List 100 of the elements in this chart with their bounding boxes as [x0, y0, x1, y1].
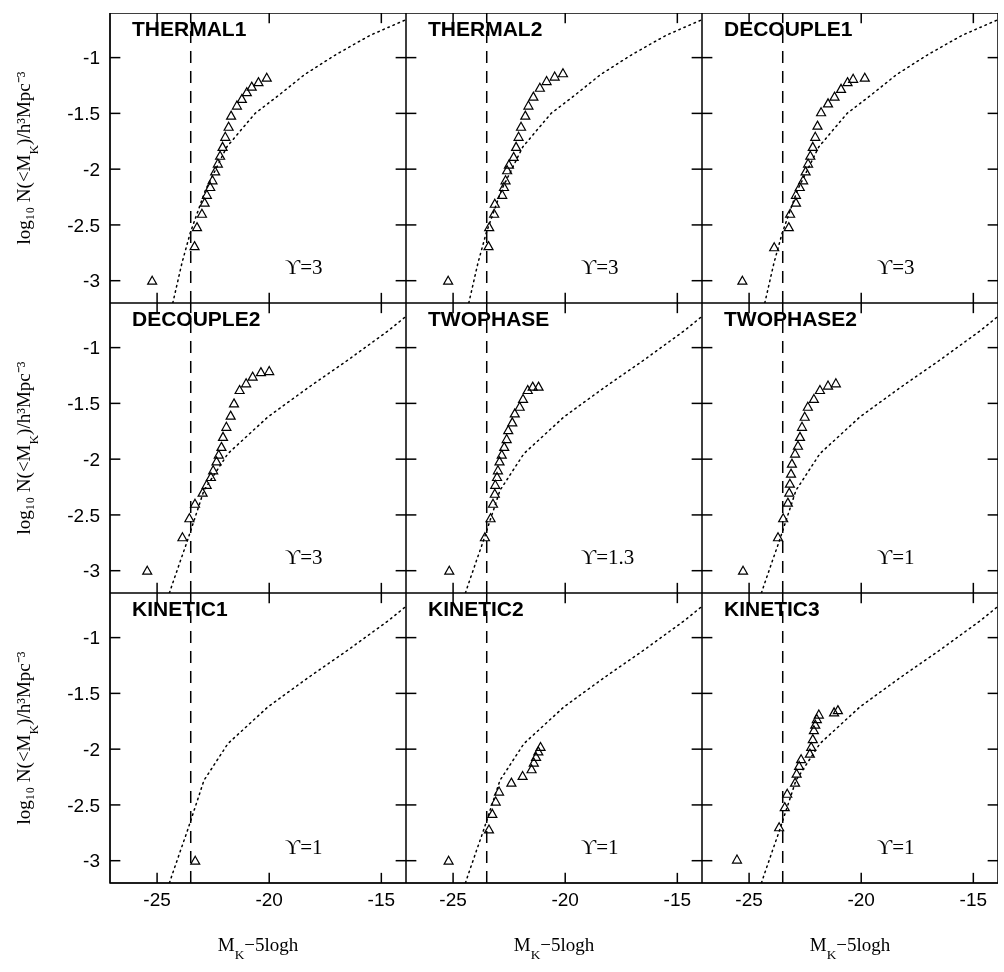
point [526, 764, 537, 774]
point [496, 449, 507, 459]
point [487, 808, 498, 818]
point [220, 131, 231, 141]
point [490, 796, 501, 806]
point [205, 471, 217, 482]
annotation: ϒ=3 [877, 255, 915, 280]
point [830, 378, 841, 388]
y-tick-label: -1.5 [67, 103, 100, 125]
point [223, 121, 234, 131]
point [805, 150, 816, 160]
point [791, 768, 802, 778]
point [225, 110, 237, 120]
point [196, 208, 208, 218]
point [503, 159, 515, 169]
point [822, 380, 834, 390]
annotation: ϒ=1 [581, 835, 619, 860]
point [535, 741, 546, 752]
point [508, 151, 519, 161]
point [142, 565, 153, 575]
annotation: ϒ=1 [285, 835, 323, 860]
point [790, 189, 802, 199]
point [790, 197, 802, 207]
x-tick-label: -25 [735, 889, 763, 911]
point [794, 760, 805, 770]
point [483, 241, 494, 251]
point [796, 754, 807, 764]
point [241, 87, 252, 97]
point [778, 513, 789, 523]
point [811, 713, 822, 724]
point [815, 107, 827, 117]
point [813, 709, 824, 719]
x-axis-title: M$_{K}$−5logh [809, 934, 891, 962]
chart-title: KINETIC3 [724, 597, 820, 621]
y-tick-label: -3 [83, 850, 100, 872]
y-tick-label: -2 [83, 158, 100, 180]
point [848, 73, 859, 83]
point [779, 802, 790, 812]
point [814, 384, 826, 395]
x-tick-label: -25 [143, 889, 171, 911]
point [515, 121, 527, 131]
point [217, 141, 228, 151]
point [737, 275, 748, 285]
point [772, 532, 784, 542]
point [798, 175, 809, 185]
point [557, 68, 569, 78]
point [789, 777, 801, 787]
point [247, 371, 258, 381]
y-tick-label: -2.5 [67, 214, 100, 236]
point [528, 757, 539, 767]
point [835, 83, 847, 93]
point [786, 458, 798, 468]
point [785, 208, 796, 218]
point [184, 513, 195, 523]
chart-title: KINETIC2 [428, 597, 524, 621]
y-tick-label: -2 [83, 738, 100, 760]
chart-title: KINETIC1 [132, 597, 228, 621]
chart-title: DECOUPLE2 [132, 307, 261, 331]
point [859, 72, 870, 82]
y-tick-label: -1 [83, 627, 100, 649]
chart-title: THERMAL1 [132, 17, 247, 41]
point [253, 77, 264, 87]
y-tick-label: -2.5 [67, 794, 100, 816]
point [503, 425, 514, 435]
point [197, 487, 208, 497]
point [534, 82, 545, 92]
point [261, 72, 272, 82]
point [528, 91, 539, 101]
point [207, 175, 218, 185]
point [812, 120, 823, 130]
point [213, 449, 224, 459]
y-tick-label: -3 [83, 560, 100, 582]
point [737, 565, 749, 575]
point [784, 487, 795, 497]
point [225, 410, 236, 420]
point [501, 433, 512, 444]
point [794, 181, 805, 192]
point [201, 479, 212, 489]
annotation: ϒ=1 [877, 835, 915, 860]
point [506, 777, 517, 787]
point [513, 131, 524, 141]
point [246, 81, 257, 91]
point [502, 165, 513, 175]
point [494, 456, 505, 466]
point [217, 431, 229, 441]
point [782, 788, 793, 798]
point [769, 242, 780, 252]
point [829, 91, 840, 101]
x-tick-label: -15 [367, 889, 396, 911]
point [541, 75, 552, 86]
point [201, 189, 212, 199]
point [191, 222, 203, 232]
x-tick-label: -20 [255, 889, 283, 911]
point [520, 110, 531, 120]
point [485, 513, 496, 523]
point [199, 197, 210, 207]
point [802, 158, 814, 168]
point [205, 181, 216, 192]
point [492, 465, 504, 475]
point [147, 275, 158, 285]
